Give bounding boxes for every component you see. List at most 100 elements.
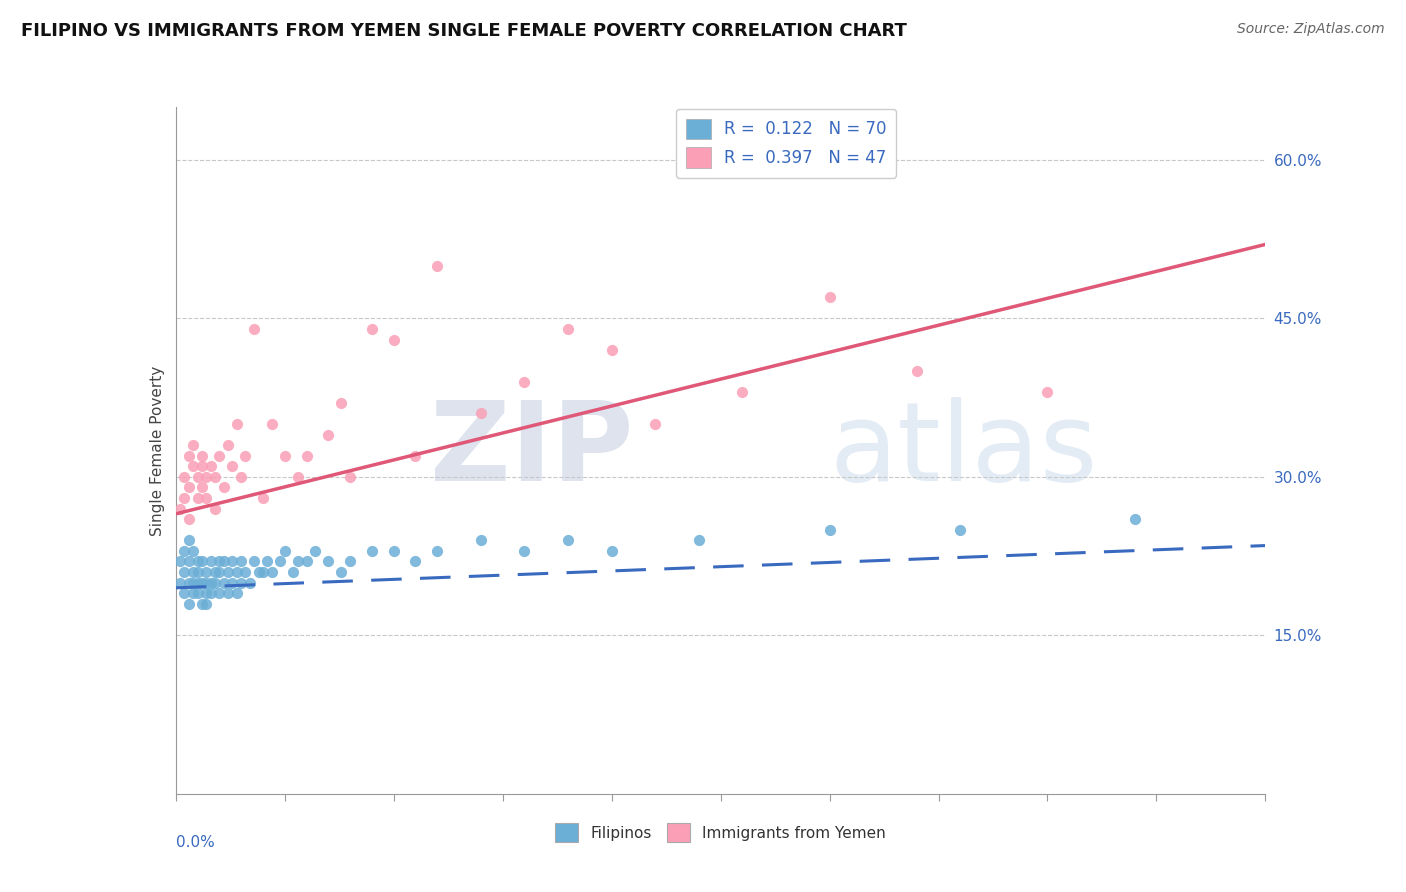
Point xyxy=(177,449,200,463)
Point xyxy=(470,407,492,421)
Point xyxy=(204,565,226,579)
Point xyxy=(360,322,382,336)
Point xyxy=(169,501,191,516)
Point xyxy=(235,565,257,579)
Point xyxy=(256,554,278,568)
Text: atlas: atlas xyxy=(830,397,1098,504)
Point xyxy=(426,544,449,558)
Point xyxy=(195,470,218,484)
Point xyxy=(181,459,204,474)
Point xyxy=(231,554,253,568)
Point xyxy=(382,544,405,558)
Point xyxy=(949,523,972,537)
Point xyxy=(186,586,209,600)
Point xyxy=(195,597,218,611)
Text: ZIP: ZIP xyxy=(430,397,633,504)
Point xyxy=(318,554,340,568)
Point xyxy=(295,554,318,568)
Point xyxy=(191,597,214,611)
Point xyxy=(260,417,283,431)
Point xyxy=(177,597,200,611)
Point xyxy=(173,544,195,558)
Point xyxy=(200,554,222,568)
Point xyxy=(173,565,195,579)
Point xyxy=(169,575,191,590)
Point xyxy=(283,565,305,579)
Point xyxy=(274,449,297,463)
Point xyxy=(287,554,309,568)
Y-axis label: Single Female Poverty: Single Female Poverty xyxy=(149,366,165,535)
Point xyxy=(204,501,226,516)
Point xyxy=(181,438,204,452)
Point xyxy=(231,470,253,484)
Point xyxy=(239,575,262,590)
Point xyxy=(200,459,222,474)
Point xyxy=(221,554,243,568)
Point xyxy=(304,544,326,558)
Point xyxy=(181,565,204,579)
Point xyxy=(181,575,204,590)
Point xyxy=(688,533,710,548)
Point xyxy=(330,565,353,579)
Point xyxy=(287,470,309,484)
Point xyxy=(195,575,218,590)
Point xyxy=(200,575,222,590)
Point xyxy=(382,333,405,347)
Point xyxy=(557,533,579,548)
Point xyxy=(169,554,191,568)
Point xyxy=(208,586,231,600)
Point xyxy=(186,470,209,484)
Text: FILIPINO VS IMMIGRANTS FROM YEMEN SINGLE FEMALE POVERTY CORRELATION CHART: FILIPINO VS IMMIGRANTS FROM YEMEN SINGLE… xyxy=(21,22,907,40)
Point xyxy=(1036,385,1059,400)
Text: 0.0%: 0.0% xyxy=(176,835,215,850)
Point xyxy=(217,586,239,600)
Point xyxy=(200,586,222,600)
Point xyxy=(318,427,340,442)
Point xyxy=(252,565,274,579)
Point xyxy=(360,544,382,558)
Point xyxy=(191,554,214,568)
Point xyxy=(225,586,247,600)
Point xyxy=(177,554,200,568)
Point xyxy=(818,290,841,304)
Point xyxy=(181,544,204,558)
Point xyxy=(191,449,214,463)
Point xyxy=(905,364,928,378)
Point xyxy=(191,480,214,494)
Point xyxy=(405,554,427,568)
Point xyxy=(405,449,427,463)
Text: Source: ZipAtlas.com: Source: ZipAtlas.com xyxy=(1237,22,1385,37)
Point xyxy=(173,586,195,600)
Point xyxy=(339,470,361,484)
Point xyxy=(243,554,266,568)
Point xyxy=(1123,512,1146,526)
Point xyxy=(426,259,449,273)
Point xyxy=(212,554,235,568)
Point xyxy=(212,480,235,494)
Point xyxy=(195,565,218,579)
Point xyxy=(191,459,214,474)
Point xyxy=(513,375,536,389)
Point xyxy=(195,491,218,505)
Point xyxy=(269,554,291,568)
Point xyxy=(252,491,274,505)
Point xyxy=(186,554,209,568)
Point xyxy=(644,417,666,431)
Point xyxy=(208,554,231,568)
Point xyxy=(557,322,579,336)
Point xyxy=(600,544,623,558)
Point xyxy=(731,385,754,400)
Point xyxy=(181,586,204,600)
Point xyxy=(235,449,257,463)
Point xyxy=(186,565,209,579)
Point xyxy=(173,491,195,505)
Point xyxy=(513,544,536,558)
Point xyxy=(243,322,266,336)
Point xyxy=(177,533,200,548)
Point xyxy=(186,491,209,505)
Point xyxy=(191,575,214,590)
Point xyxy=(204,470,226,484)
Point xyxy=(217,565,239,579)
Point xyxy=(208,565,231,579)
Point xyxy=(339,554,361,568)
